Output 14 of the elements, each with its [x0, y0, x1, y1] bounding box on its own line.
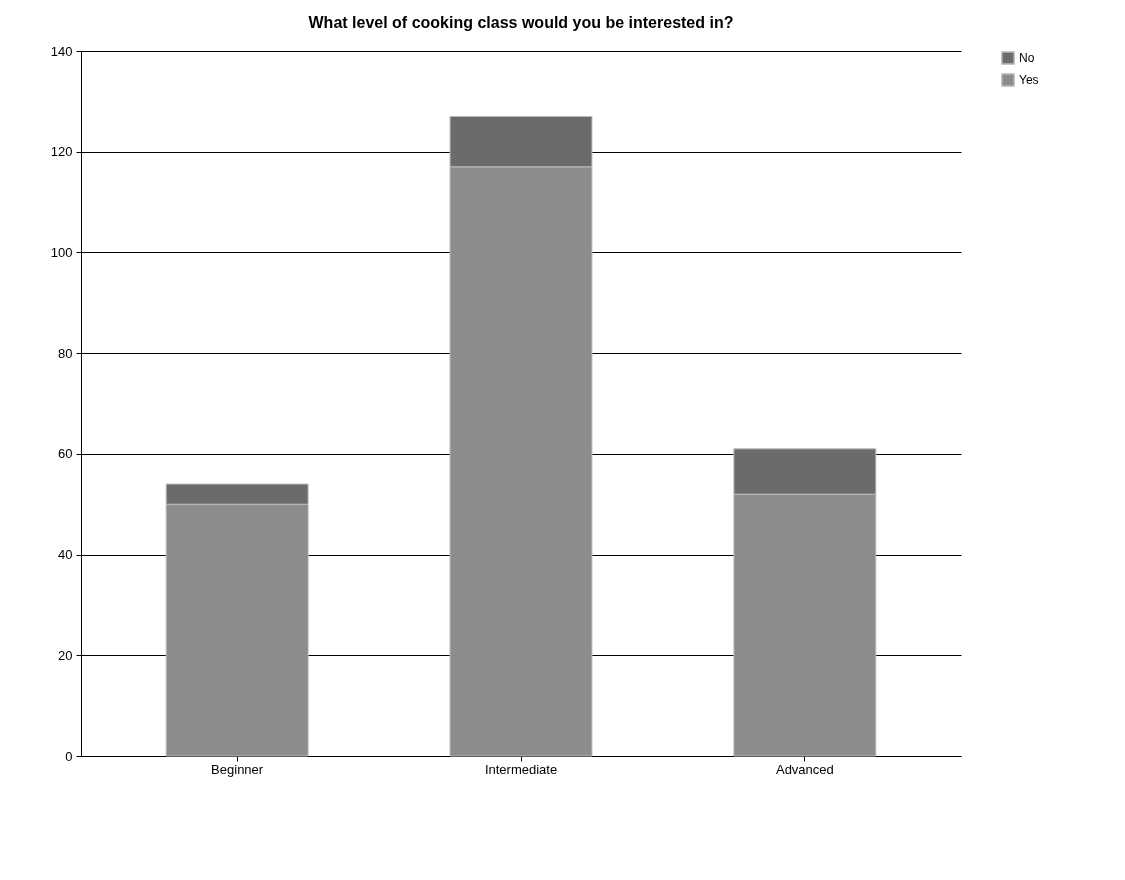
y-tick-label: 20	[58, 647, 73, 663]
y-tick-label: 120	[50, 144, 73, 160]
y-tick-label: 60	[58, 446, 73, 462]
chart-title: What level of cooking class would you be interested in?	[308, 14, 734, 31]
legend-label: No	[1019, 51, 1035, 65]
y-tick-label: 100	[50, 244, 73, 260]
legend-label: Yes	[1019, 73, 1039, 87]
y-tick-label: 80	[58, 345, 73, 361]
x-tick-label: Advanced	[775, 761, 834, 777]
y-tick-label: 140	[50, 43, 73, 59]
x-tick-label: Intermediate	[484, 761, 558, 777]
x-tick-label: Beginner	[211, 761, 264, 777]
y-tick-label: 0	[65, 748, 73, 764]
y-tick-label: 40	[58, 547, 73, 563]
